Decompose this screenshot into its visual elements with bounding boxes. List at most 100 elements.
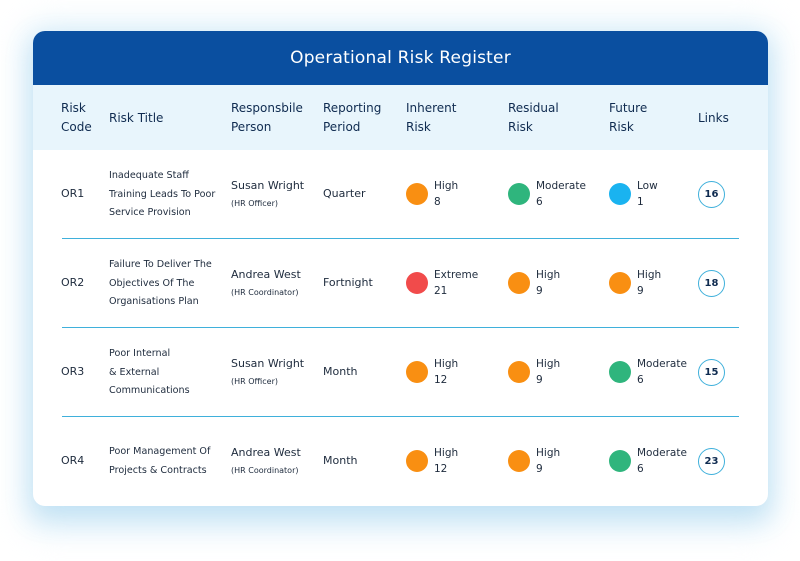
row-divider: [62, 327, 739, 328]
risk-score: 6: [637, 463, 644, 475]
risk-score: 9: [637, 285, 644, 297]
residual-risk-text: Moderate 6: [536, 178, 586, 210]
links-count-badge[interactable]: 16: [698, 181, 725, 208]
header-links: Links: [698, 111, 729, 125]
inherent-risk-text: High 12: [434, 356, 458, 388]
risk-level-dot-icon: [406, 361, 428, 383]
residual-risk: High 9: [508, 445, 560, 477]
header-reporting-period: Reporting Period: [323, 101, 382, 134]
header-residual-risk: Residual Risk: [508, 101, 559, 134]
risk-title: Poor Internal & External Communications: [109, 345, 227, 401]
risk-level-dot-icon: [609, 450, 631, 472]
risk-title-line: Poor Management Of: [109, 446, 211, 457]
inherent-risk-text: Extreme 21: [434, 267, 478, 299]
person-role: (HR Officer): [231, 199, 278, 208]
risk-title-line: Failure To Deliver The: [109, 259, 212, 270]
table-row: OR3 Poor Internal & External Communications…: [33, 328, 768, 417]
risk-level: Extreme: [434, 269, 479, 281]
links-count-badge[interactable]: 15: [698, 359, 725, 386]
table-row: OR1 Inadequate Staff Training Leads To Poo…: [33, 150, 768, 239]
row-divider: [62, 238, 739, 239]
inherent-risk-text: High 8: [434, 178, 458, 210]
risk-title-line: Organisations Plan: [109, 296, 199, 307]
risk-code: OR1: [61, 187, 85, 200]
risk-level: Moderate: [637, 358, 687, 370]
risk-title-line: Poor Internal: [109, 348, 171, 359]
risk-level-dot-icon: [609, 361, 631, 383]
responsible-person: Susan Wright (HR Officer): [231, 357, 304, 388]
inherent-risk: High 8: [406, 178, 458, 210]
residual-risk-text: High 9: [536, 445, 560, 477]
risk-level: High: [434, 358, 459, 370]
risk-score: 9: [536, 374, 543, 386]
risk-title-line: Training Leads To Poor: [109, 188, 216, 200]
risk-score: 12: [434, 463, 448, 475]
future-risk: High 9: [609, 267, 661, 299]
risk-title: Inadequate Staff Training Leads To Poor Se…: [109, 167, 227, 223]
table-row: OR4 Poor Management Of Projects & Contract…: [33, 417, 768, 506]
inherent-risk: High 12: [406, 356, 458, 388]
future-risk-text: Moderate 6: [637, 356, 687, 388]
risk-title: Failure To Deliver The Objectives Of The O…: [109, 256, 227, 312]
reporting-period: Month: [323, 454, 358, 467]
future-risk-text: High 9: [637, 267, 661, 299]
risk-register-card: Operational Risk Register Risk Code Risk…: [33, 31, 768, 506]
header-inherent-risk: Inherent Risk: [406, 101, 457, 134]
residual-risk-text: High 9: [536, 267, 560, 299]
future-risk: Low 1: [609, 178, 658, 210]
risk-level-dot-icon: [406, 272, 428, 294]
responsible-person: Andrea West (HR Coordinator): [231, 268, 301, 299]
risk-score: 6: [637, 374, 644, 386]
person-name: Andrea West: [231, 268, 301, 281]
person-name: Susan Wright: [231, 179, 305, 192]
risk-score: 1: [637, 196, 644, 208]
responsible-person: Andrea West (HR Coordinator): [231, 446, 301, 477]
risk-level-dot-icon: [406, 450, 428, 472]
risk-level: High: [434, 447, 459, 459]
table-row: OR2 Failure To Deliver The Objectives Of T…: [33, 239, 768, 328]
risk-level-dot-icon: [609, 272, 631, 294]
risk-level-dot-icon: [406, 183, 428, 205]
risk-level-dot-icon: [508, 272, 530, 294]
risk-code: OR2: [61, 276, 85, 289]
risk-level-dot-icon: [508, 361, 530, 383]
risk-code: OR4: [61, 454, 85, 467]
header-responsible-person: Responsbile Person: [231, 101, 303, 134]
risk-title-line: Inadequate Staff: [109, 170, 189, 181]
risk-score: 12: [434, 374, 448, 386]
header-risk-code: Risk Code: [61, 101, 92, 134]
risk-score: 6: [536, 196, 543, 208]
links-count-badge[interactable]: 18: [698, 270, 725, 297]
inherent-risk: High 12: [406, 445, 458, 477]
reporting-period: Fortnight: [323, 276, 373, 289]
risk-title-line: Service Provision: [109, 207, 191, 218]
register-title: Operational Risk Register: [290, 48, 511, 68]
risk-title-line: Projects & Contracts: [109, 464, 207, 476]
person-role: (HR Coordinator): [231, 288, 299, 297]
risk-level-dot-icon: [609, 183, 631, 205]
person-role: (HR Coordinator): [231, 466, 299, 475]
risk-level: High: [536, 269, 561, 281]
links-count-badge[interactable]: 23: [698, 448, 725, 475]
risk-level: High: [536, 447, 561, 459]
inherent-risk: Extreme 21: [406, 267, 478, 299]
header-future-risk: Future Risk: [609, 101, 648, 134]
risk-level-dot-icon: [508, 450, 530, 472]
responsible-person: Susan Wright (HR Officer): [231, 179, 304, 210]
person-name: Andrea West: [231, 446, 301, 459]
risk-level: Low: [637, 180, 658, 192]
risk-title: Poor Management Of Projects & Contracts: [109, 443, 227, 480]
reporting-period: Month: [323, 365, 358, 378]
risk-score: 21: [434, 285, 448, 297]
risk-title-line: & External: [109, 366, 160, 378]
risk-title-line: Objectives Of The: [109, 277, 195, 289]
risk-level: Moderate: [536, 180, 586, 192]
risk-level: Moderate: [637, 447, 687, 459]
risk-level: High: [536, 358, 561, 370]
residual-risk: High 9: [508, 267, 560, 299]
header-risk-title: Risk Title: [109, 111, 164, 125]
residual-risk: Moderate 6: [508, 178, 586, 210]
table-header-row: Risk Code Risk Title Responsbile Person …: [33, 85, 768, 150]
residual-risk: High 9: [508, 356, 560, 388]
future-risk-text: Moderate 6: [637, 445, 687, 477]
